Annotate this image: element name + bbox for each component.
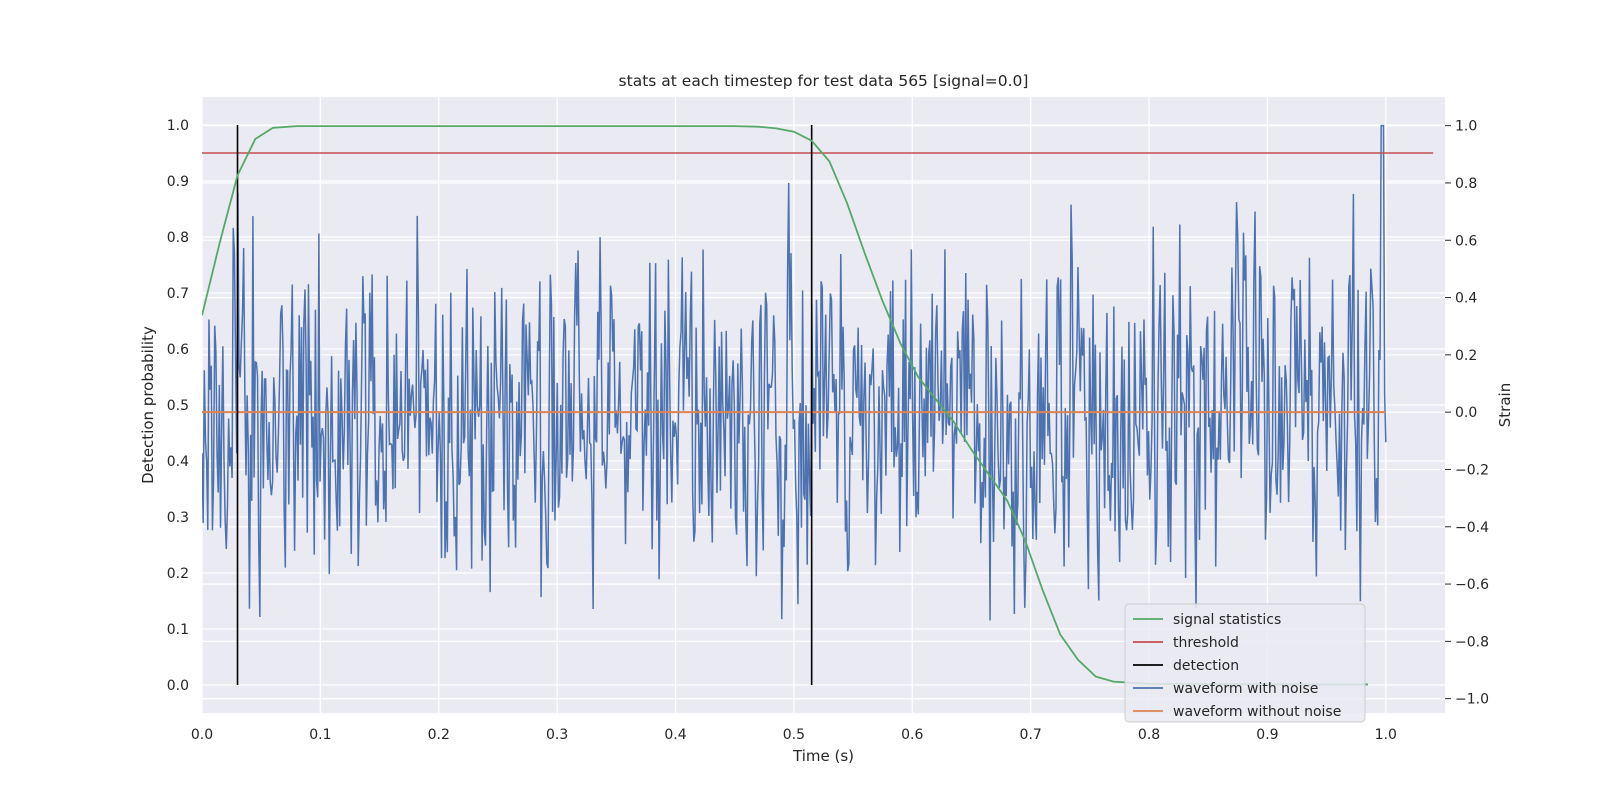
y-tick-label: 0.7 [167, 286, 189, 302]
y-axis-title: Detection probability [139, 326, 157, 484]
series-layer [202, 124, 1434, 686]
y-tick-label: 0.6 [167, 342, 189, 358]
legend-box [1124, 603, 1366, 723]
x-tick-label: 0.9 [1256, 727, 1278, 743]
y-right-tick-label: 0.6 [1455, 233, 1477, 249]
y-right-tick-label: 0.8 [1455, 176, 1477, 192]
legend-label: waveform with noise [1173, 681, 1318, 697]
y-axis-right-title: Strain [1496, 383, 1514, 427]
y-tick-label: 0.9 [167, 174, 189, 190]
x-tick-label: 0.3 [546, 727, 568, 743]
y-right-tick-label: −0.8 [1455, 634, 1489, 650]
y-right-tick-label: 0.0 [1455, 405, 1477, 421]
y-right-tick-label: −0.4 [1455, 520, 1489, 536]
y-tick-label: 0.8 [167, 230, 189, 246]
legend: signal statistics threshold detection wavef… [1124, 603, 1366, 723]
x-tick-label: 0.4 [664, 727, 686, 743]
x-tick-label: 0.2 [428, 727, 450, 743]
legend-label: threshold [1173, 635, 1239, 651]
y-right-tick-label: −0.6 [1455, 577, 1489, 593]
y-tick-label: 0.3 [167, 510, 189, 526]
y-tick-label: 0.0 [167, 678, 189, 694]
ticks: 0.0 0.1 0.2 0.3 0.4 0.5 0.6 0.7 0.8 0.9 1.0 0.0 0.1 0… [167, 118, 1489, 743]
x-tick-label: 0.7 [1020, 727, 1042, 743]
x-tick-label: 0.6 [901, 727, 923, 743]
legend-label: waveform without noise [1173, 704, 1341, 720]
legend-label: signal statistics [1173, 612, 1281, 628]
y-tick-label: 0.1 [167, 622, 189, 638]
x-tick-label: 0.5 [783, 727, 805, 743]
x-tick-label: 0.1 [309, 727, 331, 743]
y-tick-label: 0.4 [167, 454, 189, 470]
y-right-tick-label: −0.2 [1455, 462, 1489, 478]
x-tick-label: 0.8 [1138, 727, 1160, 743]
x-tick-label: 0.0 [191, 727, 213, 743]
y-right-tick-label: 1.0 [1455, 119, 1477, 135]
series-waveform-with-noise [202, 124, 1387, 621]
legend-label: detection [1173, 658, 1239, 674]
series-signal-statistics [202, 125, 1369, 686]
x-axis-title: Time (s) [792, 747, 854, 765]
y-tick-label: 1.0 [167, 118, 189, 134]
y-right-tick-label: 0.4 [1455, 291, 1477, 307]
chart-title: stats at each timestep for test data 565… [619, 72, 1029, 90]
y-right-tick-label: 0.2 [1455, 348, 1477, 364]
y-right-tick-label: −1.0 [1455, 692, 1489, 708]
y-tick-label: 0.2 [167, 566, 189, 582]
x-tick-label: 1.0 [1375, 727, 1397, 743]
y-tick-label: 0.5 [167, 398, 189, 414]
